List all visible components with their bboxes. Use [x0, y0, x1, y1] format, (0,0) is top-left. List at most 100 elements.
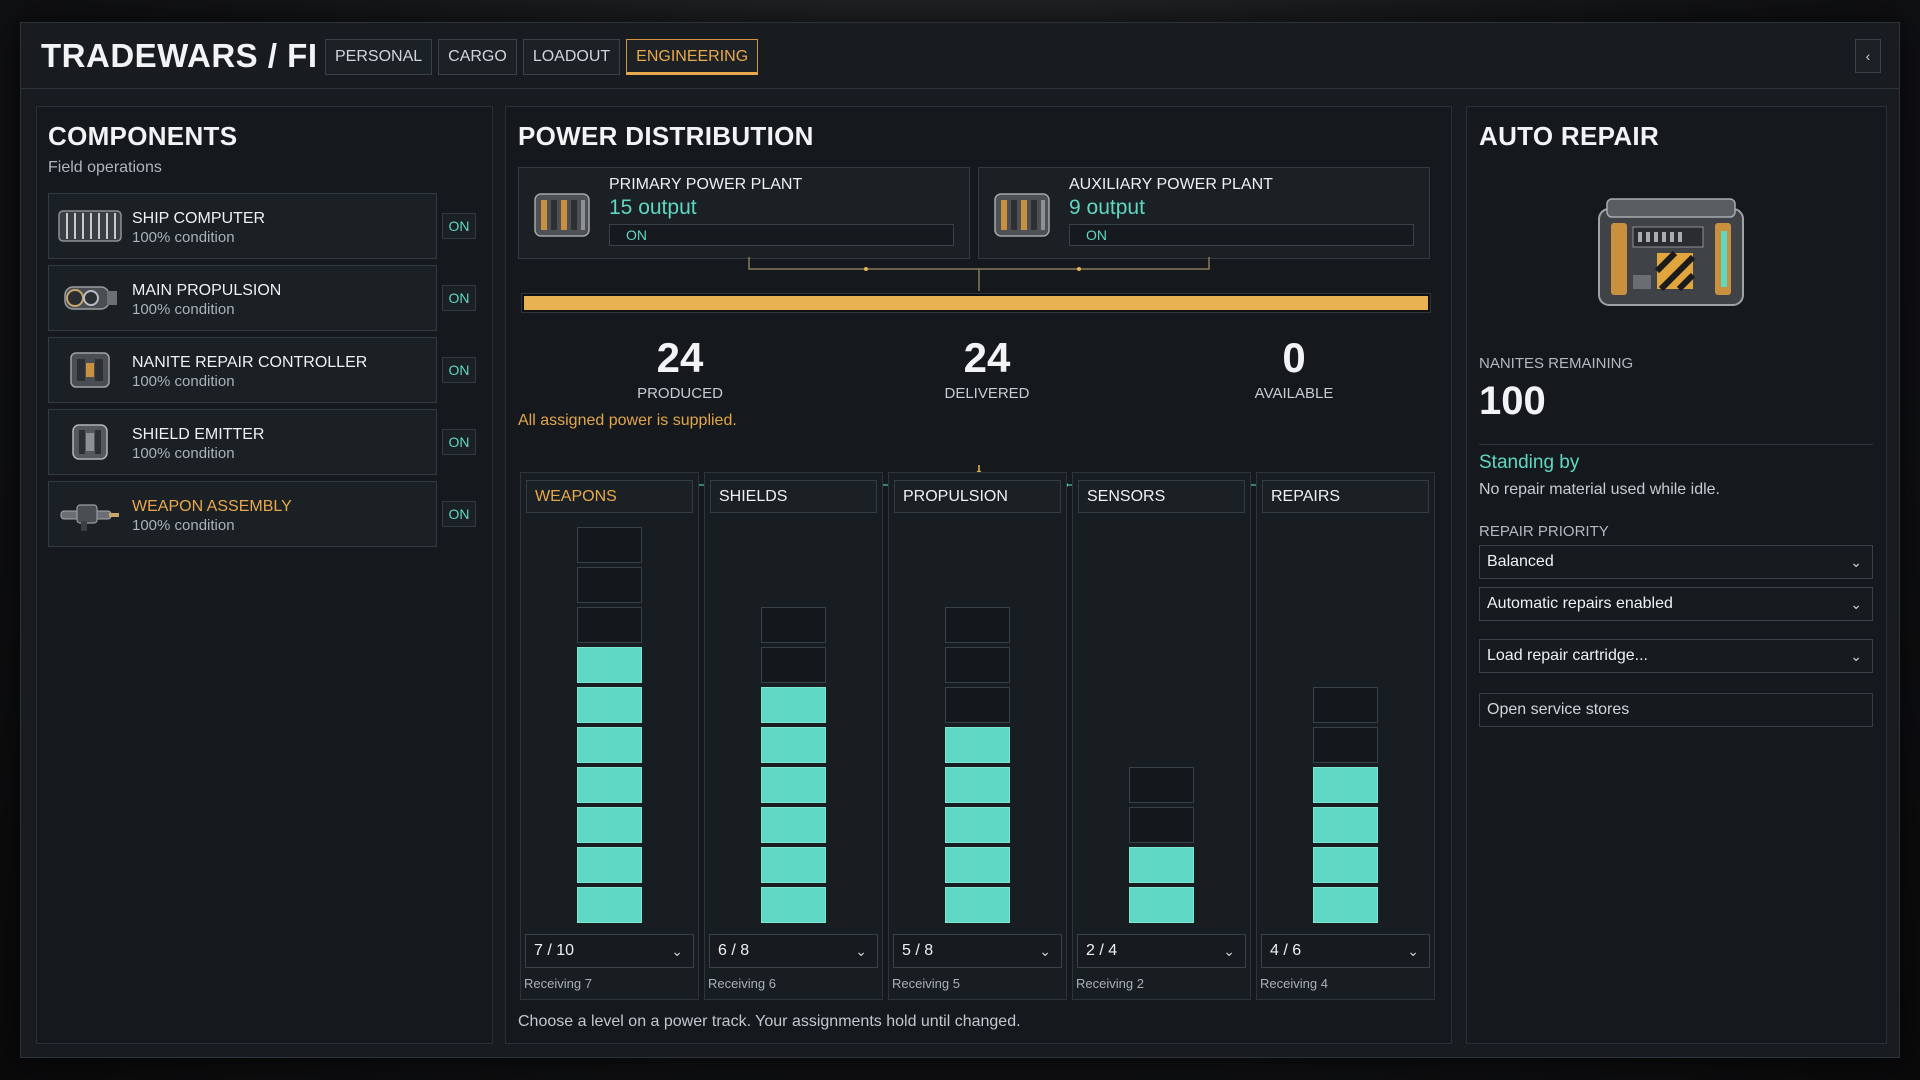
components-panel: COMPONENTS Field operations SHIP COMPUTE… — [36, 106, 493, 1044]
component-toggle[interactable]: ON — [442, 501, 476, 527]
power-level-cell[interactable] — [761, 607, 826, 643]
power-level-cell[interactable] — [761, 887, 826, 923]
open-service-stores-button[interactable]: Open service stores — [1479, 693, 1873, 727]
power-level-cell[interactable] — [945, 607, 1010, 643]
component-toggle[interactable]: ON — [442, 357, 476, 383]
power-track-shields: SHIELDS 6 / 8 ⌄ Receiving 6 — [704, 472, 883, 1000]
power-plant-icon — [534, 193, 590, 237]
power-level-cell[interactable] — [577, 767, 642, 803]
plant-state-toggle[interactable]: ON — [609, 224, 954, 246]
component-card-ship-computer[interactable]: SHIP COMPUTER 100% condition — [48, 193, 437, 259]
track-name: SENSORS — [1078, 480, 1245, 513]
power-level-cell[interactable] — [1313, 847, 1378, 883]
power-level-cell[interactable] — [761, 767, 826, 803]
power-level-cell[interactable] — [945, 847, 1010, 883]
power-level-cell[interactable] — [577, 567, 642, 603]
power-level-cell[interactable] — [1129, 807, 1194, 843]
repair-unit-icon — [1598, 198, 1744, 306]
power-level-cell[interactable] — [1129, 847, 1194, 883]
track-receiving: Receiving 4 — [1260, 976, 1328, 991]
power-level-cell[interactable] — [1129, 887, 1194, 923]
chevron-down-icon: ⌄ — [1407, 943, 1419, 959]
component-toggle[interactable]: ON — [442, 285, 476, 311]
power-level-cell[interactable] — [577, 687, 642, 723]
plant-name: PRIMARY POWER PLANT — [609, 176, 803, 193]
power-level-cell[interactable] — [577, 527, 642, 563]
power-level-cell[interactable] — [1313, 727, 1378, 763]
stat-value: 24 — [963, 334, 1011, 381]
tab-cargo[interactable]: CARGO — [438, 39, 517, 75]
chevron-down-icon: ⌄ — [671, 943, 683, 959]
component-card-nanite-repair-controller[interactable]: NANITE REPAIR CONTROLLER 100% condition — [48, 337, 437, 403]
component-row: MAIN PROPULSION 100% condition ON — [48, 265, 478, 331]
repair-status: Standing by — [1479, 452, 1580, 473]
components-title: COMPONENTS — [48, 121, 238, 151]
power-level-cell[interactable] — [945, 727, 1010, 763]
chevron-down-icon: ⌄ — [1850, 554, 1862, 570]
power-level-cell[interactable] — [945, 647, 1010, 683]
power-track-propulsion: PROPULSION 5 / 8 ⌄ Receiving 5 — [888, 472, 1067, 1000]
power-level-cell[interactable] — [761, 647, 826, 683]
repair-mode-select[interactable]: Automatic repairs enabled ⌄ — [1479, 587, 1873, 621]
supply-status-message: All assigned power is supplied. — [518, 412, 737, 429]
component-card-weapon-assembly[interactable]: WEAPON ASSEMBLY 100% condition — [48, 481, 437, 547]
track-name: REPAIRS — [1262, 480, 1429, 513]
plant-state-toggle[interactable]: ON — [1069, 224, 1414, 246]
track-receiving: Receiving 7 — [524, 976, 592, 991]
component-card-shield-emitter[interactable]: SHIELD EMITTER 100% condition — [48, 409, 437, 475]
tab-engineering[interactable]: ENGINEERING — [626, 39, 759, 75]
power-level-cell[interactable] — [1313, 807, 1378, 843]
power-level-cell[interactable] — [1313, 767, 1378, 803]
component-row: NANITE REPAIR CONTROLLER 100% condition … — [48, 337, 478, 403]
select-value: Automatic repairs enabled — [1487, 595, 1673, 612]
tab-personal[interactable]: PERSONAL — [325, 39, 433, 75]
power-level-cell[interactable] — [945, 887, 1010, 923]
power-level-cell[interactable] — [577, 847, 642, 883]
repair-cartridge-select[interactable]: Load repair cartridge... ⌄ — [1479, 639, 1873, 673]
component-condition: 100% condition — [132, 445, 235, 462]
power-level-cell[interactable] — [945, 687, 1010, 723]
component-name: SHIP COMPUTER — [132, 210, 266, 227]
track-level-select[interactable]: 4 / 6 ⌄ — [1261, 934, 1430, 968]
track-level-select[interactable]: 5 / 8 ⌄ — [893, 934, 1062, 968]
track-level-select[interactable]: 2 / 4 ⌄ — [1077, 934, 1246, 968]
track-level-select[interactable]: 6 / 8 ⌄ — [709, 934, 878, 968]
power-level-cell[interactable] — [761, 727, 826, 763]
power-level-cell[interactable] — [945, 807, 1010, 843]
repair-status-detail: No repair material used while idle. — [1479, 481, 1720, 498]
component-name: NANITE REPAIR CONTROLLER — [132, 354, 368, 371]
component-name: SHIELD EMITTER — [132, 426, 265, 443]
power-level-cell[interactable] — [1313, 687, 1378, 723]
component-toggle[interactable]: ON — [442, 429, 476, 455]
repair-priority-select[interactable]: Balanced ⌄ — [1479, 545, 1873, 579]
component-card-main-propulsion[interactable]: MAIN PROPULSION 100% condition — [48, 265, 437, 331]
power-level-cell[interactable] — [577, 887, 642, 923]
power-track-repairs: REPAIRS 4 / 6 ⌄ Receiving 4 — [1256, 472, 1435, 1000]
nanites-value: 100 — [1479, 379, 1546, 423]
collapse-button[interactable]: ‹ — [1855, 39, 1881, 73]
chevron-down-icon: ⌄ — [1223, 943, 1235, 959]
computer-icon — [58, 210, 122, 242]
plant-output: 15 output — [609, 196, 697, 219]
power-level-cell[interactable] — [761, 847, 826, 883]
power-level-cell[interactable] — [761, 687, 826, 723]
power-level-cell[interactable] — [577, 727, 642, 763]
track-receiving: Receiving 6 — [708, 976, 776, 991]
power-level-cell[interactable] — [761, 807, 826, 843]
power-level-cell[interactable] — [577, 807, 642, 843]
select-value: Load repair cartridge... — [1487, 647, 1648, 664]
track-level-select[interactable]: 7 / 10 ⌄ — [525, 934, 694, 968]
component-row: SHIP COMPUTER 100% condition ON — [48, 193, 478, 259]
plant-name: AUXILIARY POWER PLANT — [1069, 176, 1273, 193]
power-level-cell[interactable] — [945, 767, 1010, 803]
power-level-cell[interactable] — [1313, 887, 1378, 923]
power-level-cell[interactable] — [1129, 767, 1194, 803]
weapon-icon — [60, 504, 119, 531]
power-level-cell[interactable] — [577, 647, 642, 683]
stat-value: 24 — [656, 334, 704, 381]
component-condition: 100% condition — [132, 301, 235, 318]
power-level-cell[interactable] — [577, 607, 642, 643]
component-toggle[interactable]: ON — [442, 213, 476, 239]
tab-loadout[interactable]: LOADOUT — [522, 39, 621, 75]
select-value: 5 / 8 — [902, 942, 934, 959]
